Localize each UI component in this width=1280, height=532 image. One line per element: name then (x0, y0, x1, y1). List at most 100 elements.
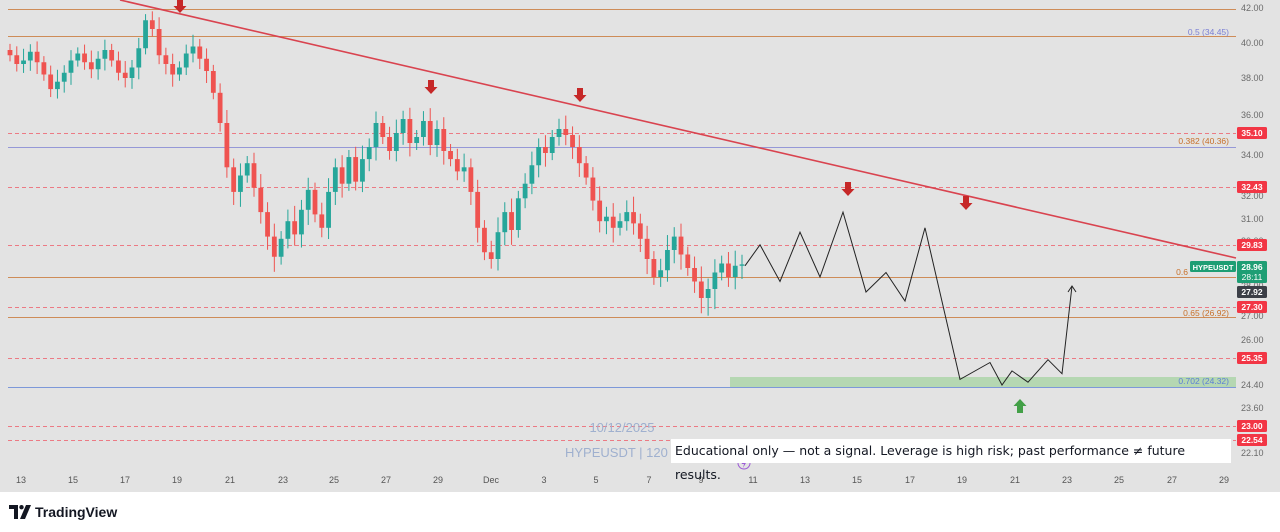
candle-body (543, 147, 548, 153)
fib-label: 0.6 (1176, 267, 1188, 277)
projection-polyline (744, 210, 1073, 386)
y-tick-label: 42.00 (1241, 3, 1264, 13)
disclaimer-text: Educational only — not a signal. Leverag… (671, 439, 1231, 482)
candle-body (475, 191, 481, 228)
candle-body (522, 183, 528, 199)
candle-body (502, 212, 508, 233)
candle-body (319, 214, 325, 228)
candle-body (163, 55, 169, 64)
candle-body (34, 51, 40, 63)
arrows (173, 0, 1027, 413)
x-tick-label: 27 (1167, 475, 1177, 485)
candle-body (88, 62, 94, 70)
candle-body (292, 221, 298, 235)
candle-body (441, 129, 447, 151)
y-tick-label: 40.00 (1241, 38, 1264, 48)
y-tick-label: 27.00 (1241, 311, 1264, 321)
x-tick-label: 25 (1114, 475, 1124, 485)
x-tick-label: 19 (172, 475, 182, 485)
y-tick-label: 23.60 (1241, 403, 1264, 413)
candle-body (698, 281, 704, 298)
candle-body (231, 167, 237, 192)
candle-body (468, 167, 474, 192)
candle-body (129, 67, 135, 78)
x-tick-label: 11 (748, 475, 757, 485)
candle-body (678, 236, 684, 255)
down-arrow-icon (959, 196, 973, 210)
y-tick-label: 38.00 (1241, 73, 1264, 83)
candle-body (570, 135, 575, 147)
x-tick-label: 17 (120, 475, 130, 485)
tradingview-wordmark: TradingView (35, 504, 118, 520)
candle-body (136, 48, 142, 68)
fib-label: 0.5 (34.45) (1188, 27, 1229, 37)
candle-body (61, 72, 67, 82)
crosshair-price-text: 27.92 (1241, 287, 1263, 297)
candle-body (7, 50, 13, 56)
candle-body (204, 58, 209, 71)
x-tick-label: 7 (646, 475, 651, 485)
candle-body (576, 147, 582, 164)
candle-body (685, 254, 691, 268)
price-badge-23.00 (1237, 420, 1267, 432)
candle-body (271, 236, 277, 257)
watermark-symbol: HYPEUSDT | 120 (565, 445, 668, 460)
price-badge-25.35 (1237, 352, 1267, 364)
candle-body (651, 259, 657, 277)
candle-body (495, 232, 501, 259)
candle-body (387, 137, 392, 151)
x-tick-label: 21 (225, 475, 235, 485)
current-price-text: 28.96 (1241, 262, 1263, 272)
price-badge-text: 27.30 (1241, 302, 1263, 312)
x-tick-label: 13 (800, 475, 810, 485)
down-arrow-icon (424, 80, 438, 94)
y-tick-label: 31.00 (1241, 214, 1264, 224)
y-tick-label: 22.10 (1241, 448, 1264, 458)
candle-body (604, 216, 609, 222)
candle-body (217, 92, 223, 123)
candle-body (224, 123, 230, 168)
x-tick-label: 23 (1062, 475, 1072, 485)
candle-body (21, 60, 26, 64)
candle-body (515, 198, 521, 230)
candle-body (732, 265, 738, 277)
chart-area[interactable]: 10/12/2025 HYPEUSDT | 120 42.00 40.00 38.00… (0, 0, 1280, 492)
candle-body (251, 163, 257, 188)
price-badge-text: 35.10 (1241, 128, 1263, 138)
candle-body (549, 137, 555, 153)
candle-body (177, 67, 182, 75)
up-arrow-icon (1013, 399, 1027, 413)
candles (7, 11, 745, 316)
candle-body (692, 268, 697, 282)
current-price-badge (1237, 261, 1267, 283)
candle-body (482, 227, 487, 253)
symbol-badge (1190, 261, 1236, 272)
fib-label: 0.702 (24.32) (1178, 376, 1229, 386)
tradingview-logo[interactable]: TradingView (9, 504, 117, 520)
candle-body (393, 133, 399, 151)
candle-body (665, 250, 670, 271)
x-tick-label: 29 (1219, 475, 1229, 485)
crosshair-price-badge (1237, 286, 1267, 298)
candle-body (285, 221, 291, 239)
x-tick-label: 15 (852, 475, 862, 485)
price-badge-29.83 (1237, 239, 1267, 251)
price-chart[interactable]: 10/12/2025 HYPEUSDT | 120 42.00 40.00 38.00… (0, 0, 1280, 492)
candle-body (705, 289, 711, 298)
x-tick-label: 21 (1010, 475, 1020, 485)
x-tick-label: 19 (957, 475, 967, 485)
price-badge-35.10 (1237, 127, 1267, 139)
candle-body (427, 121, 433, 145)
demand-zone-rect (730, 377, 1236, 387)
fib-label: 0.382 (40.36) (1178, 136, 1229, 146)
candle-body (278, 238, 284, 257)
x-tick-label: 5 (593, 475, 598, 485)
candle-body (238, 175, 243, 192)
candle-body (183, 53, 189, 68)
candle-body (671, 236, 677, 250)
candle-body (332, 167, 338, 192)
candle-body (265, 212, 270, 237)
price-badge-text: 32.43 (1241, 182, 1263, 192)
candle-body (197, 46, 203, 59)
candle-body (509, 212, 514, 230)
